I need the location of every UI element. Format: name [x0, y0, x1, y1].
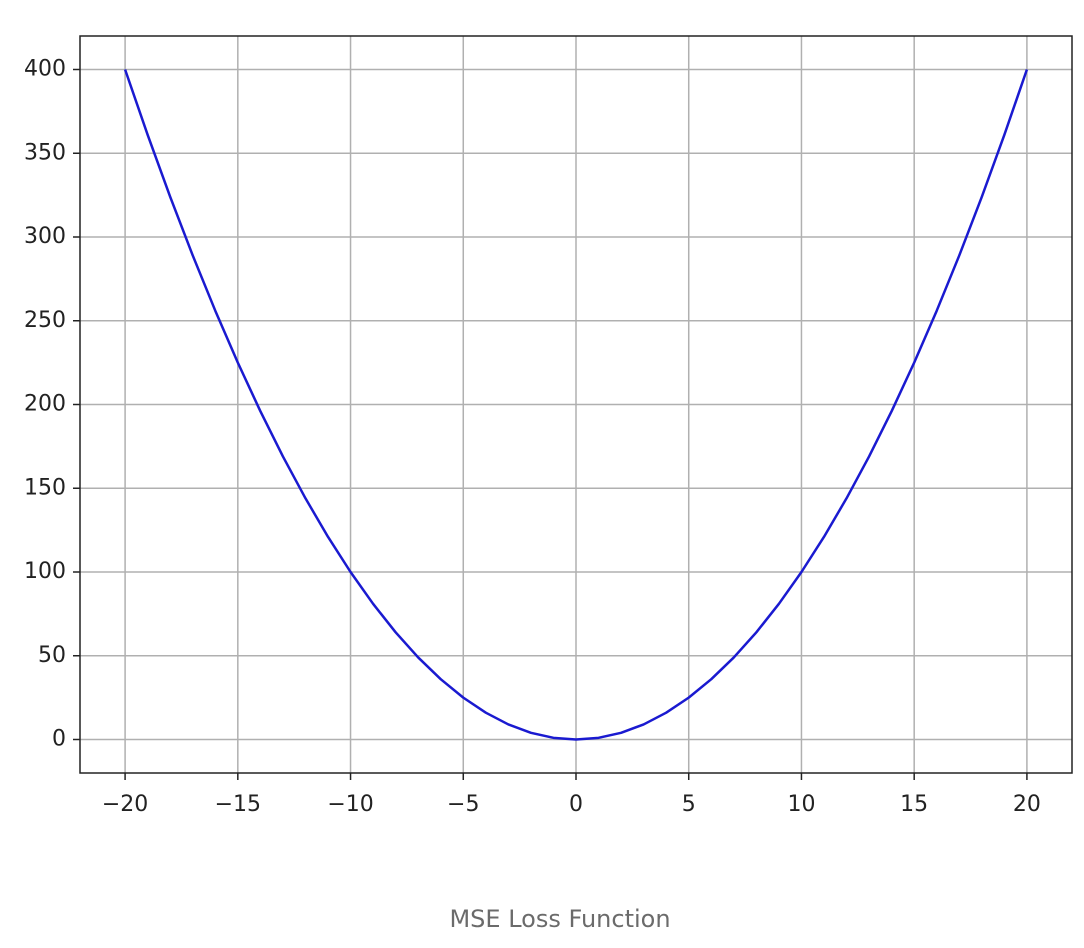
x-tick-label: 5 — [682, 792, 696, 817]
y-tick-label: 300 — [24, 224, 66, 249]
x-tick-label: 10 — [787, 792, 815, 817]
y-tick-label: 250 — [24, 308, 66, 333]
x-tick-label: −15 — [215, 792, 261, 817]
y-tick-label: 100 — [24, 559, 66, 584]
x-tick-label: 0 — [569, 792, 583, 817]
y-tick-label: 400 — [24, 57, 66, 82]
x-tick-label: −10 — [327, 792, 373, 817]
x-tick-label: 15 — [900, 792, 928, 817]
x-tick-label: −5 — [447, 792, 479, 817]
data-line — [123, 69, 1029, 741]
plot-frame — [79, 35, 1073, 774]
y-tick-label: 350 — [24, 140, 66, 165]
y-tick-label: 200 — [24, 392, 66, 417]
y-tick-label: 150 — [24, 475, 66, 500]
x-tick-label: −20 — [102, 792, 148, 817]
x-tick-label: 20 — [1013, 792, 1041, 817]
y-tick-label: 50 — [38, 643, 66, 668]
y-tick-label: 0 — [52, 727, 66, 752]
caption: MSE Loss Function — [449, 905, 670, 933]
